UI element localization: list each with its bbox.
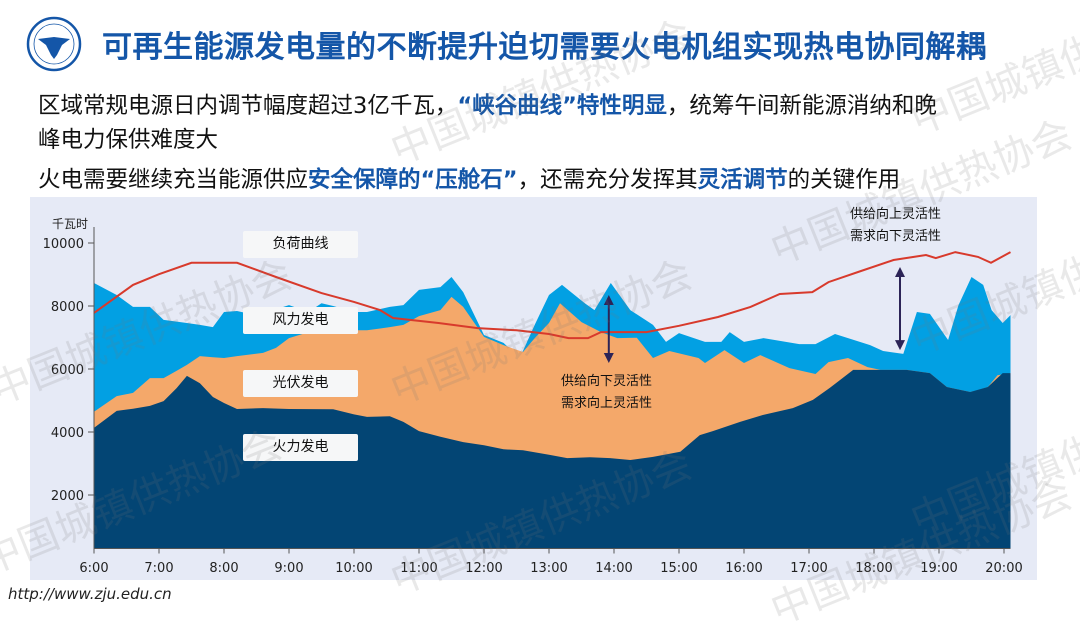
arrow-down-icon	[603, 353, 614, 364]
label-thermal: 火力发电	[243, 434, 358, 461]
label-load-curve: 负荷曲线	[243, 231, 358, 258]
x-tick-label: 8:00	[209, 561, 238, 576]
x-tick-label: 6:00	[79, 561, 108, 576]
x-tick-label: 12:00	[465, 561, 502, 576]
zju-logo	[26, 16, 82, 72]
x-tick-label: 10:00	[335, 561, 372, 576]
stacked-area-chart: 2000 4000 6000 8000 10000 千瓦时 6:00 7:00 8:00 9:00…	[43, 217, 1023, 576]
load-curve-line	[93, 251, 1011, 340]
x-tick-label: 16:00	[725, 561, 762, 576]
page-title: 可再生能源发电量的不断提升迫切需要火电机组实现热电协同解耦	[102, 30, 987, 65]
x-tick-label: 7:00	[144, 561, 173, 576]
annotation-evening: 供给向上灵活性 需求向下灵活性	[850, 204, 941, 248]
x-tick-label: 9:00	[274, 561, 303, 576]
highlight-text: 灵活调节	[697, 167, 788, 193]
bullet-line-3: 火电需要继续充当能源供应安全保障的“压舱石”，还需充分发挥其灵活调节的关键作用	[38, 162, 900, 194]
body-text: 峰电力保供难度大	[38, 127, 219, 153]
highlight-text: “峡谷曲线”特性明显	[457, 93, 667, 119]
y-axis-label: 千瓦时	[52, 217, 88, 231]
annotation-midday: 供给向下灵活性 需求向上灵活性	[561, 371, 652, 415]
bullet-line-2: 峰电力保供难度大	[38, 122, 218, 154]
x-tick-label: 20:00	[985, 561, 1022, 576]
body-text: 的关键作用	[787, 167, 901, 193]
area-thermal	[94, 369, 1011, 549]
y-tick-label: 8000	[51, 300, 84, 315]
highlight-text: 安全保障的“压舱石”	[308, 167, 518, 193]
body-text: 火电需要继续充当能源供应	[38, 167, 309, 193]
annotation-line: 供给向下灵活性	[561, 374, 653, 389]
bullet-line-1: 区域常规电源日内调节幅度超过3亿千瓦，“峡谷曲线”特性明显，统筹午间新能源消纳和…	[38, 88, 937, 120]
y-tick-label: 2000	[51, 489, 84, 504]
y-tick-label: 6000	[51, 363, 84, 378]
x-tick-label: 13:00	[530, 561, 567, 576]
label-wind: 风力发电	[243, 307, 358, 334]
label-solar: 光伏发电	[243, 370, 358, 397]
annotation-line: 需求向下灵活性	[850, 229, 942, 244]
footer-url: http://www.zju.edu.cn	[8, 585, 172, 603]
arrow-down-icon	[895, 340, 905, 351]
x-tick-label: 18:00	[855, 561, 892, 576]
body-text: ，还需充分发挥其	[517, 167, 698, 193]
y-tick-label: 4000	[51, 426, 84, 441]
x-tick-label: 14:00	[595, 561, 632, 576]
x-tick-label: 15:00	[660, 561, 697, 576]
y-tick-label: 10000	[43, 237, 84, 252]
x-tick-label: 17:00	[790, 561, 827, 576]
body-text: 区域常规电源日内调节幅度超过3亿千瓦，	[38, 93, 458, 119]
body-text: ，统筹午间新能源消纳和晚	[666, 93, 937, 119]
arrow-up-icon	[895, 266, 905, 277]
annotation-line: 需求向上灵活性	[561, 396, 653, 411]
arrow-up-icon	[603, 294, 614, 305]
annotation-line: 供给向上灵活性	[850, 207, 942, 222]
x-tick-label: 11:00	[400, 561, 437, 576]
x-tick-label: 19:00	[920, 561, 957, 576]
